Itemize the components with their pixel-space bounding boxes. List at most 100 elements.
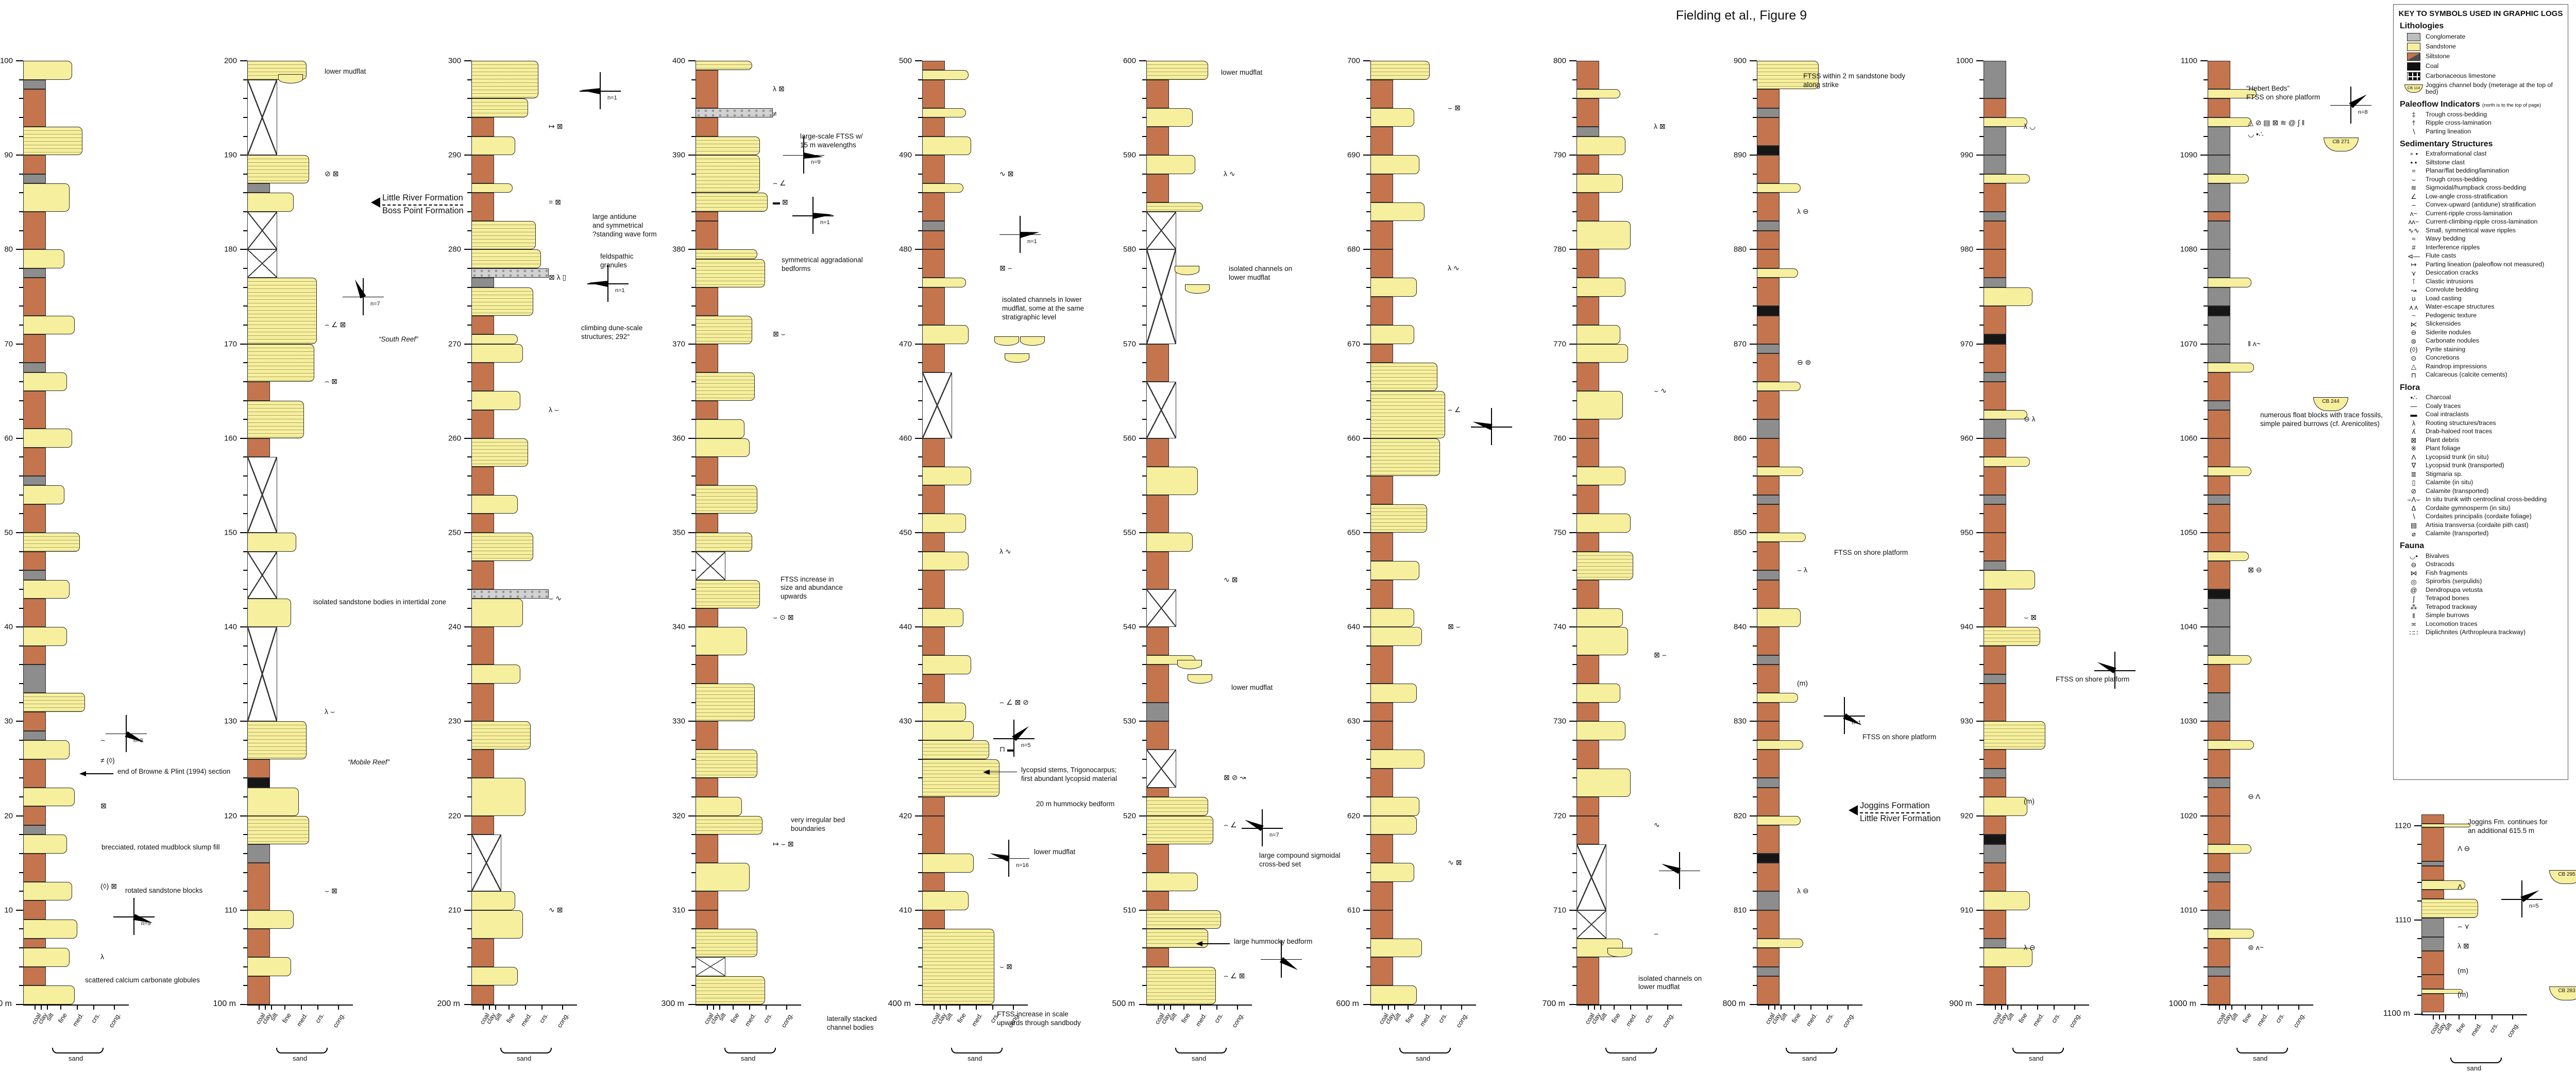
grain-size-tick — [1440, 1005, 1442, 1010]
lith-segment-m — [471, 560, 494, 589]
channel-swatch-icon: CB 114 — [2402, 84, 2426, 93]
lith-segment-s — [1577, 344, 1628, 363]
major-tick — [2200, 60, 2208, 61]
minor-tick — [2204, 702, 2208, 703]
lith-segment-m — [1370, 721, 1393, 750]
meter-label: 230 — [448, 717, 461, 726]
minor-tick — [243, 494, 247, 496]
grain-size-tick — [959, 1005, 960, 1010]
structure-symbol: ⌢ — [1654, 929, 1659, 938]
minor-tick — [1572, 796, 1577, 797]
major-tick — [1750, 60, 1757, 61]
minor-tick — [1572, 305, 1577, 307]
meter-label: 850 — [1733, 528, 1747, 537]
minor-tick — [1572, 702, 1577, 703]
key-item: ⊖ Siderite nodules — [2394, 328, 2568, 337]
minor-tick — [243, 419, 247, 420]
grain-size-label: cong. — [2505, 1022, 2520, 1039]
minor-tick — [1753, 740, 1757, 741]
antidune-icon: ⌢ — [2411, 201, 2416, 209]
lith-segment-s — [471, 438, 528, 467]
minor-tick — [1366, 456, 1370, 458]
major-tick — [2414, 1014, 2421, 1015]
lith-segment-s — [1984, 796, 2027, 816]
key-item: — Coaly traces — [2394, 402, 2568, 411]
meter-label: 240 — [448, 622, 461, 632]
lith-segment-m — [1577, 815, 1599, 844]
lith-segment-s — [471, 344, 523, 363]
locomotion-traces-icon: ≍ — [2411, 620, 2417, 628]
structure-symbol: ▬ ⊠ — [773, 197, 788, 206]
minor-tick — [1366, 135, 1370, 137]
minor-tick — [1572, 513, 1577, 515]
grain-size-tick — [1170, 1005, 1171, 1010]
log-annotation: lower mudflat — [1221, 68, 1263, 76]
minor-tick — [467, 588, 471, 590]
centroclinal-trunk-icon: ⌣Λ⌣ — [2407, 496, 2420, 504]
minor-tick — [1979, 947, 1984, 949]
lith-segment-g — [1984, 61, 2006, 99]
minor-tick — [243, 456, 247, 458]
lith-segment-s — [247, 910, 294, 929]
meter-label: 330 — [672, 717, 685, 726]
lith-segment-s — [1370, 560, 1419, 580]
paleoflow-rose — [1656, 849, 1703, 896]
minor-tick — [1366, 683, 1370, 685]
lith-segment-s — [23, 985, 75, 1005]
rose-axis-h — [1261, 959, 1302, 960]
sand-brace — [52, 1048, 104, 1053]
lith-segment-m — [471, 750, 494, 778]
lith-segment-m — [1984, 381, 2006, 410]
minor-tick — [1142, 116, 1146, 118]
lith-segment-m — [23, 551, 46, 571]
lith-segment-c — [1984, 835, 2006, 844]
lith-segment-s — [471, 334, 518, 344]
major-tick — [1750, 155, 1757, 156]
formation-lower-label: Little River Formation — [1860, 813, 1941, 823]
minor-tick — [19, 872, 23, 873]
lith-segment-m — [23, 504, 46, 533]
lith-segment-s — [247, 787, 299, 816]
lith-segment-s — [1146, 910, 1221, 929]
minor-tick — [19, 116, 23, 118]
lith-segment-s — [696, 485, 757, 514]
major-tick — [1976, 249, 1984, 250]
lith-segment-s — [23, 740, 70, 759]
lith-segment-m — [2208, 665, 2230, 693]
lith-segment-m — [2208, 476, 2230, 495]
lith-segment-m — [922, 79, 945, 108]
lith-segment-m — [2208, 372, 2230, 401]
minor-tick — [19, 305, 23, 307]
key-item-label: Clastic intrusions — [2426, 277, 2473, 285]
minor-tick — [243, 230, 247, 231]
lith-segment-m — [1370, 533, 1393, 561]
lith-segment-s — [471, 599, 523, 627]
minor-tick — [19, 702, 23, 703]
lith-segment-s — [1370, 608, 1414, 627]
minor-tick — [691, 872, 696, 873]
spirorbis-icon: ◎ — [2411, 577, 2417, 586]
lith-segment-m — [1146, 721, 1169, 750]
minor-tick — [1142, 324, 1146, 326]
meter-label: 40 — [4, 622, 13, 632]
paleoflow-rose: n=5 — [990, 717, 1038, 764]
structure-symbol: ⊠ ⌢ — [1654, 651, 1667, 659]
key-item: ≈ Wavy bedding — [2394, 235, 2568, 244]
major-tick — [16, 343, 23, 345]
lith-segment-m — [696, 457, 718, 486]
key-item: ∷∷ Diplichnites (Arthropleura trackway) — [2394, 628, 2568, 637]
meter-label: 380 — [672, 245, 685, 254]
meter-label: 430 — [899, 717, 912, 726]
lith-segment-m — [23, 278, 46, 316]
minor-tick — [1142, 98, 1146, 99]
grain-size-label: silt — [1167, 1012, 1178, 1023]
minor-tick — [2204, 211, 2208, 213]
meter-label: 790 — [1553, 150, 1566, 160]
major-tick — [1139, 532, 1146, 533]
lith-segment-m — [696, 221, 718, 250]
structure-symbol: λ ∿ — [999, 547, 1011, 555]
lith-segment-m — [922, 249, 945, 278]
annotation-arrow-line — [1202, 943, 1230, 944]
grain-size-tick — [2225, 1005, 2226, 1010]
grain-size-tick — [483, 1005, 484, 1010]
